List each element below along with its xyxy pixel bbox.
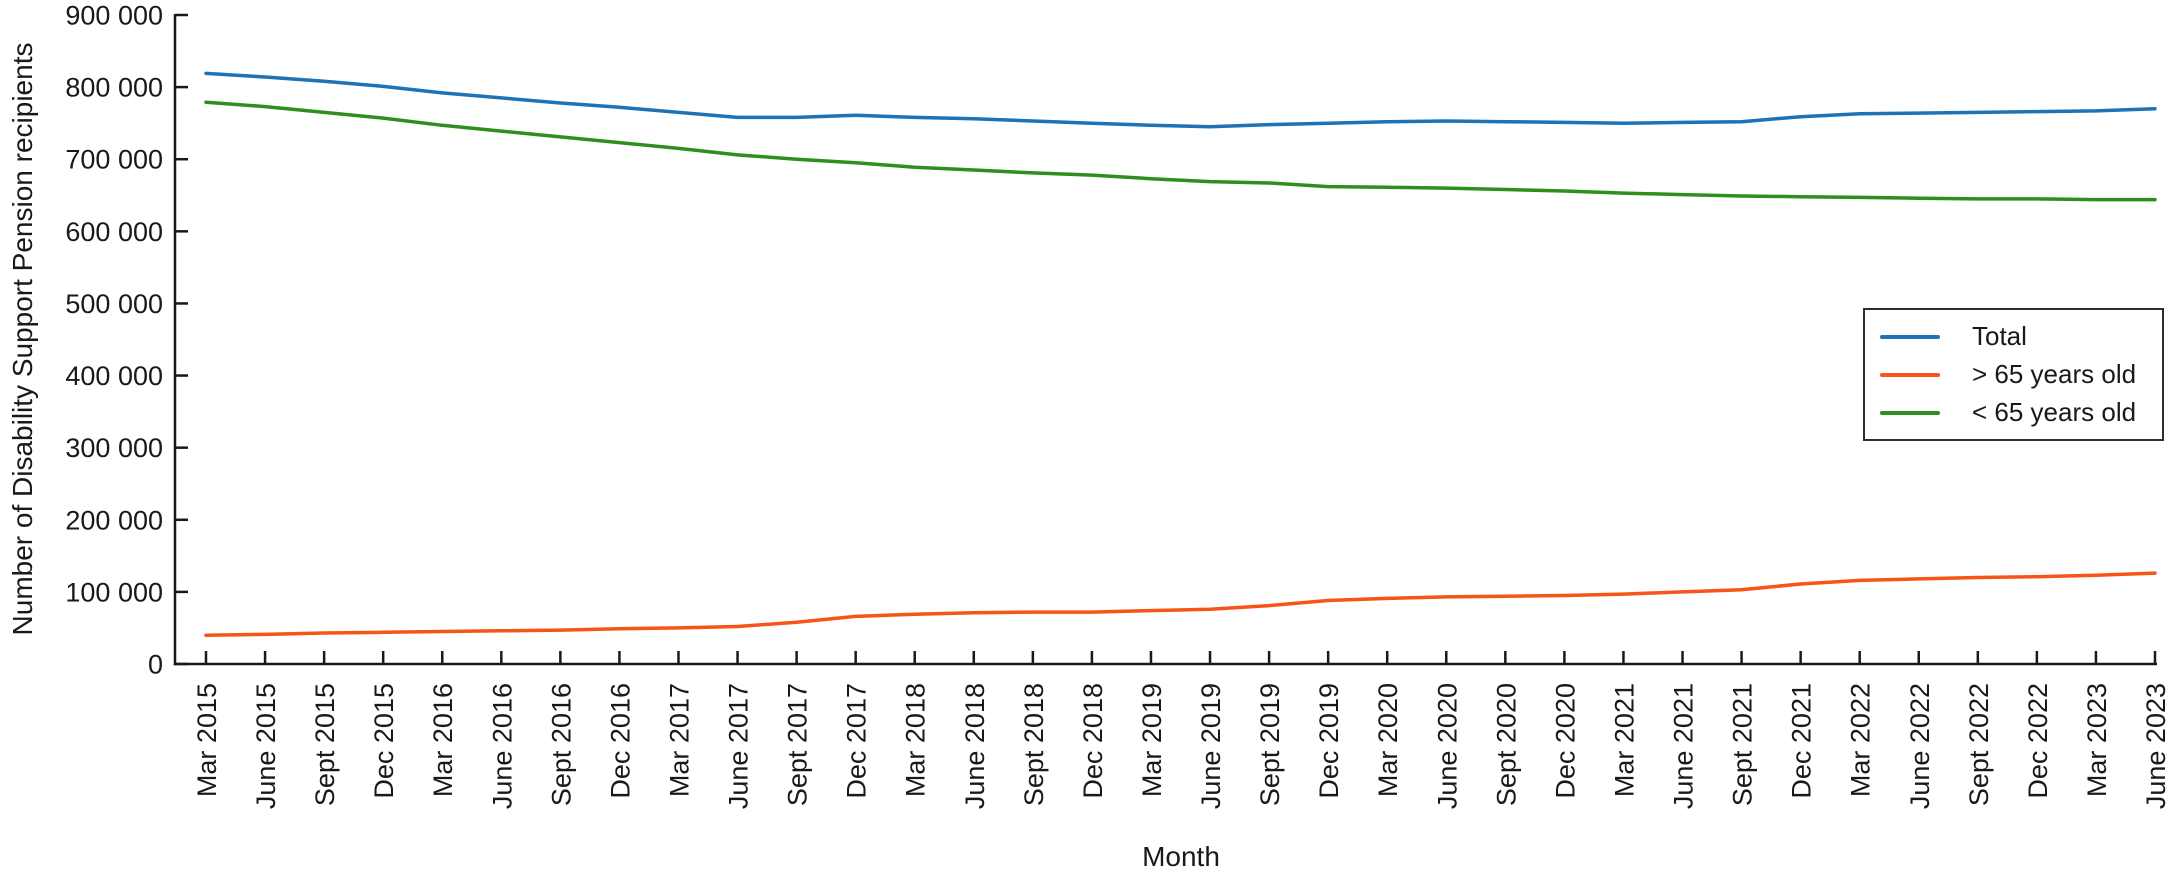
legend-item-under-65: < 65 years old — [1865, 394, 2162, 432]
x-tick-label: Sept 2016 — [546, 683, 576, 806]
x-tick-label: Dec 2022 — [2023, 683, 2053, 799]
x-tick-label: June 2016 — [487, 683, 517, 809]
x-tick-label: June 2020 — [1432, 683, 1462, 809]
x-tick-label: Dec 2020 — [1550, 683, 1580, 799]
x-tick-label: Dec 2021 — [1787, 683, 1817, 799]
x-tick-label: Sept 2022 — [1964, 683, 1994, 806]
x-tick-label: Mar 2021 — [1609, 683, 1639, 797]
x-tick-label: Dec 2016 — [605, 683, 635, 799]
x-tick-label: Sept 2017 — [783, 683, 813, 806]
x-tick-label: Mar 2019 — [1137, 683, 1167, 797]
x-tick-label: June 2019 — [1196, 683, 1226, 809]
x-tick-label: Dec 2018 — [1078, 683, 1108, 799]
legend-label: < 65 years old — [1972, 397, 2137, 427]
x-tick-label: Mar 2016 — [428, 683, 458, 797]
legend-item-total: Total — [1865, 318, 2162, 356]
y-tick-label: 0 — [148, 650, 163, 680]
y-tick-label: 500 000 — [65, 289, 163, 319]
x-tick-label: Dec 2015 — [369, 683, 399, 799]
legend-label: > 65 years old — [1972, 359, 2137, 389]
x-tick-label: Sept 2021 — [1728, 683, 1758, 806]
series-line-under-65 — [204, 100, 2157, 202]
series-lines — [204, 71, 2157, 637]
y-tick-label: 700 000 — [65, 145, 163, 175]
x-tick-label: June 2015 — [251, 683, 281, 809]
x-tick-label: June 2017 — [724, 683, 754, 809]
x-tick-label: Mar 2015 — [192, 683, 222, 797]
y-tick-label: 600 000 — [65, 217, 163, 247]
x-tick-label: Mar 2017 — [664, 683, 694, 797]
legend-label: Total — [1972, 321, 2027, 351]
x-axis-title: Month — [1142, 841, 1220, 872]
x-tick-label: Mar 2018 — [901, 683, 931, 797]
x-tick-label: Mar 2023 — [2082, 683, 2112, 797]
x-tick-label: June 2018 — [960, 683, 990, 809]
legend-swatch-total — [1880, 334, 1940, 339]
legend-swatch-over-65 — [1880, 372, 1940, 377]
y-tick-label: 300 000 — [65, 433, 163, 463]
legend-item-over-65: > 65 years old — [1865, 356, 2162, 394]
y-tick-label: 400 000 — [65, 361, 163, 391]
x-tick-label: Dec 2017 — [842, 683, 872, 799]
x-tick-label: Sept 2019 — [1255, 683, 1285, 806]
y-tick-label: 800 000 — [65, 73, 163, 103]
series-line-over-65 — [204, 571, 2157, 637]
y-tick-label: 900 000 — [65, 1, 163, 31]
y-axis-title: Number of Disability Support Pension rec… — [7, 43, 38, 636]
legend-swatch-under-65 — [1880, 410, 1940, 415]
x-tick-label: June 2021 — [1669, 683, 1699, 809]
x-tick-label: Mar 2022 — [1846, 683, 1876, 797]
x-tick-label: Sept 2020 — [1491, 683, 1521, 806]
x-tick-label: Dec 2019 — [1314, 683, 1344, 799]
x-tick-label: Sept 2018 — [1019, 683, 1049, 806]
y-tick-label: 100 000 — [65, 577, 163, 607]
y-tick-label: 200 000 — [65, 505, 163, 535]
series-line-total — [204, 71, 2157, 129]
x-tick-label: June 2022 — [1905, 683, 1935, 809]
x-tick-label: Sept 2015 — [310, 683, 340, 806]
axes: 0 100 000 200 000 300 000 400 000 500 000 600 … — [65, 1, 2171, 810]
x-tick-label: June 2023 — [2141, 683, 2171, 809]
x-tick-label: Mar 2020 — [1373, 683, 1403, 797]
legend: Total > 65 years old < 65 years old — [1863, 308, 2164, 441]
